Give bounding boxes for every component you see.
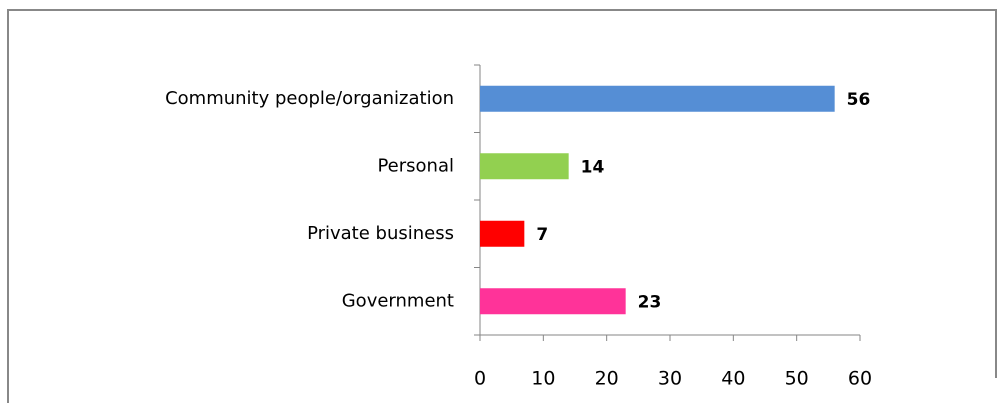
x-tick-label: 10 bbox=[531, 368, 555, 390]
data-label: 23 bbox=[638, 292, 662, 312]
bar bbox=[480, 288, 626, 315]
x-tick-label: 30 bbox=[658, 368, 682, 390]
y-tick-label: Personal bbox=[377, 155, 454, 176]
x-tick-label: 50 bbox=[785, 368, 809, 390]
y-tick-label: Private business bbox=[307, 223, 454, 244]
bar bbox=[480, 153, 569, 180]
x-tick-label: 0 bbox=[474, 368, 486, 390]
y-tick-label: Community people/organization bbox=[165, 88, 454, 109]
data-label: 7 bbox=[536, 225, 548, 245]
data-label: 14 bbox=[581, 157, 605, 177]
x-tick-label: 40 bbox=[721, 368, 745, 390]
chart-frame bbox=[7, 9, 997, 403]
bar bbox=[480, 85, 835, 112]
bar bbox=[480, 220, 525, 247]
y-tick-label: Government bbox=[342, 290, 454, 311]
x-tick-label: 60 bbox=[848, 368, 872, 390]
x-tick-label: 20 bbox=[595, 368, 619, 390]
data-label: 56 bbox=[847, 90, 871, 110]
